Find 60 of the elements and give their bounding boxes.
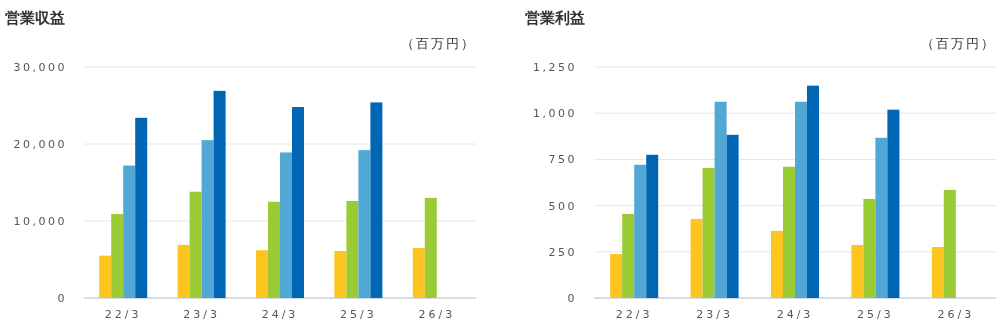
y-tick-label: 1,000 [533,107,577,121]
y-axis-title: （百万円） [401,36,476,51]
bar [189,191,202,298]
bar [201,140,214,298]
x-tick-label: 24/3 [776,308,814,321]
bar [702,167,715,298]
bar [783,166,795,298]
bar [111,214,124,298]
bar [851,244,864,298]
bar [99,255,112,298]
bar [370,102,383,298]
x-tick-label: 25/3 [340,308,377,321]
y-axis-title: （百万円） [921,36,996,51]
bar [771,230,783,298]
bar [177,244,190,298]
x-tick-label: 26/3 [418,308,456,321]
x-tick-label: 22/3 [104,308,142,321]
bar [123,165,136,298]
bar [256,250,268,298]
y-tick-label: 10,000 [13,215,67,228]
y-tick-label: 0 [567,292,577,305]
bar [292,107,304,298]
bar [875,137,888,298]
bar [280,152,292,298]
y-tick-label: 30,000 [13,61,67,74]
bar [424,197,437,298]
y-tick-label: 1,250 [533,61,577,74]
bar [634,164,647,298]
bar [622,213,635,298]
y-tick-label: 250 [548,245,577,259]
x-tick-label: 23/3 [696,308,733,321]
x-tick-label: 24/3 [261,308,299,321]
bar [135,117,148,298]
x-tick-label: 25/3 [857,308,894,321]
bar [887,109,900,298]
x-tick-label: 23/3 [183,308,220,321]
bar [412,247,425,298]
bar [346,200,359,298]
x-tick-label: 26/3 [937,308,975,321]
bar [610,254,623,298]
bar [807,85,819,298]
y-tick-label: 20,000 [13,138,67,151]
chart-title: 営業利益 [525,9,585,27]
y-tick-label: 750 [548,153,577,167]
bar [943,189,956,298]
bar [726,134,739,298]
bar [334,251,347,298]
bar [213,90,226,298]
bar [358,150,371,298]
bar [863,198,876,298]
x-tick-label: 22/3 [615,308,653,321]
bar [646,154,659,298]
bar [268,201,280,298]
bar [714,101,727,298]
bar [795,101,807,298]
y-tick-label: 500 [548,199,577,213]
bar [690,218,703,298]
chart-title: 営業収益 [5,9,65,27]
bar [931,247,944,298]
y-tick-label: 0 [57,292,67,305]
